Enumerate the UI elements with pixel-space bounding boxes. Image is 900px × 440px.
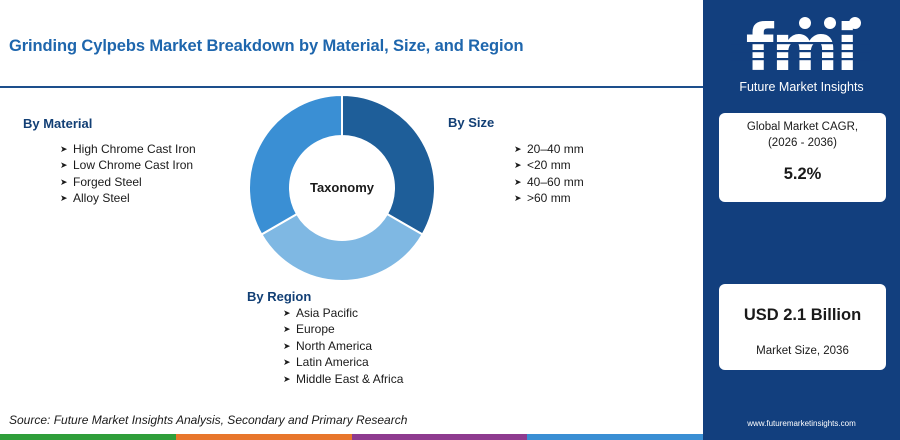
donut-segment-0 <box>341 94 436 236</box>
footer-segment <box>351 434 528 440</box>
arrow-icon: ➤ <box>60 193 68 204</box>
logo-stripes <box>731 42 871 61</box>
title-divider <box>0 86 703 88</box>
logo-globe-icon <box>799 17 811 29</box>
taxonomy-donut <box>248 94 436 282</box>
arrow-icon: ➤ <box>283 324 291 335</box>
arrow-icon: ➤ <box>514 176 522 187</box>
arrow-icon: ➤ <box>60 160 68 171</box>
cagr-card: Global Market CAGR, (2026 - 2036) 5.2% <box>719 113 886 202</box>
arrow-icon: ➤ <box>283 357 291 368</box>
size-list: ➤ 20–40 mm ➤ <20 mm ➤ 40–60 mm ➤ >60 mm <box>514 141 584 207</box>
region-list: ➤ Asia Pacific ➤ Europe ➤ North America ➤ La… <box>283 305 403 387</box>
arrow-icon: ➤ <box>60 176 68 187</box>
list-item: ➤ Europe <box>283 322 335 337</box>
logo-figure-icon <box>824 17 836 29</box>
footer-segment <box>0 434 176 440</box>
fmi-logo: fmi <box>731 12 871 78</box>
market-size-value: USD 2.1 Billion <box>743 306 862 324</box>
list-item: ➤ Low Chrome Cast Iron <box>60 158 194 173</box>
donut-segment-1 <box>260 212 424 282</box>
cagr-label-line2: (2026 - 2036) <box>767 137 838 149</box>
arrow-icon: ➤ <box>283 340 291 351</box>
list-item: ➤ 40–60 mm <box>514 174 584 189</box>
material-list: ➤ High Chrome Cast Iron ➤ Low Chrome Cast … <box>60 141 196 207</box>
footer-segment <box>175 434 352 440</box>
brand-name: Future Market Insights <box>739 80 864 94</box>
arrow-icon: ➤ <box>514 160 522 171</box>
arrow-icon: ➤ <box>283 308 291 318</box>
sidebar: fmi Future Market Insights Global Market… <box>703 0 900 440</box>
footer-color-bar <box>0 434 703 440</box>
list-item: ➤ <20 mm <box>514 158 571 173</box>
list-item: ➤ Middle East & Africa <box>283 371 404 386</box>
list-item: ➤ 20–40 mm <box>514 142 584 156</box>
region-heading: By Region <box>247 289 312 304</box>
market-size-label: Market Size, 2036 <box>756 345 849 357</box>
footer-segment <box>527 434 703 440</box>
list-item: ➤ >60 mm <box>514 191 571 206</box>
list-item: ➤ Latin America <box>283 355 369 370</box>
list-item: ➤ Forged Steel <box>60 174 142 189</box>
size-heading: By Size <box>448 115 495 130</box>
list-item: ➤ Asia Pacific <box>283 306 359 320</box>
arrow-icon: ➤ <box>514 193 522 204</box>
arrow-icon: ➤ <box>283 373 291 384</box>
page-title: Grinding Cylpebs Market Breakdown by Mat… <box>9 37 524 55</box>
donut-center-label: Taxonomy <box>309 180 375 195</box>
material-heading: By Material <box>23 116 93 131</box>
cagr-label-line1: Global Market CAGR, <box>746 121 859 133</box>
market-size-card: USD 2.1 Billion Market Size, 2036 <box>719 284 886 370</box>
main-panel: Grinding Cylpebs Market Breakdown by Mat… <box>0 37 703 440</box>
website-link[interactable]: www.futuremarketinsights.com <box>747 419 856 428</box>
arrow-icon: ➤ <box>60 144 68 154</box>
list-item: ➤ High Chrome Cast Iron <box>60 142 196 156</box>
list-item: ➤ North America <box>283 338 373 353</box>
source-note: Source: Future Market Insights Analysis,… <box>9 413 408 427</box>
cagr-value: 5.2% <box>783 165 822 183</box>
list-item: ➤ Alloy Steel <box>60 191 130 206</box>
donut-segment-2 <box>248 94 343 236</box>
logo-chart-icon <box>849 17 861 29</box>
arrow-icon: ➤ <box>514 144 522 154</box>
